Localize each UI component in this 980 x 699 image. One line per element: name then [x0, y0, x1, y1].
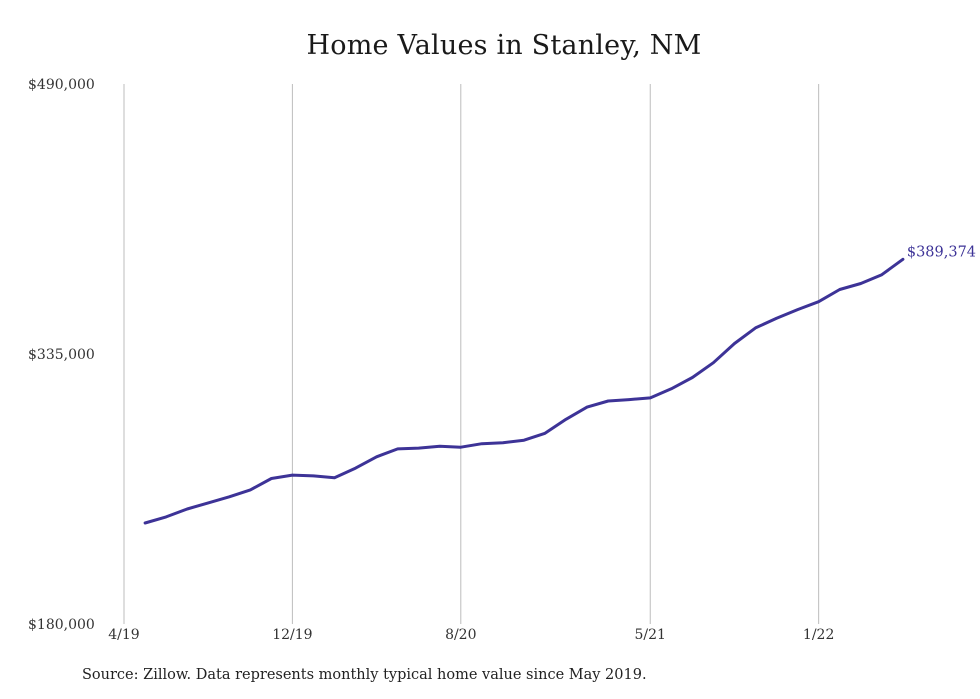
data-point	[607, 399, 610, 403]
data-point	[249, 488, 252, 492]
data-point	[333, 476, 336, 479]
data-point	[501, 441, 505, 444]
series-layer: $389,374	[143, 244, 976, 525]
data-point	[522, 439, 526, 442]
data-point	[396, 447, 399, 451]
y-tick-label: $335,000	[28, 347, 95, 363]
home-value-line	[143, 257, 905, 525]
y-tick-label: $490,000	[28, 77, 95, 93]
data-point	[649, 396, 652, 400]
data-point	[796, 308, 799, 311]
y-tick-label: $180,000	[28, 617, 95, 633]
data-point	[691, 376, 694, 379]
data-point	[628, 398, 631, 401]
data-point	[354, 466, 357, 470]
data-point	[670, 387, 673, 390]
data-point	[186, 507, 189, 511]
data-point	[459, 446, 462, 449]
x-tick-label: 8/20	[445, 627, 476, 643]
data-point	[817, 300, 820, 303]
data-point	[207, 501, 210, 505]
data-point	[901, 258, 905, 261]
data-point	[291, 473, 294, 477]
x-tick-label: 4/19	[108, 627, 139, 643]
chart-title: Home Values in Stanley, NM	[306, 30, 702, 61]
data-point	[543, 432, 547, 435]
x-tick-label: 12/19	[272, 627, 312, 643]
source-note: Source: Zillow. Data represents monthly …	[82, 667, 647, 683]
data-point	[375, 455, 378, 458]
data-point	[143, 521, 147, 525]
data-point	[585, 405, 589, 409]
data-point	[775, 317, 778, 320]
data-point	[312, 474, 315, 478]
x-axis-labels: 4/19 12/19 8/20 5/21 1/22	[108, 627, 834, 643]
data-point	[838, 288, 841, 291]
data-point	[438, 445, 441, 448]
data-point	[228, 495, 231, 498]
x-tick-label: 1/22	[803, 627, 834, 643]
data-point	[754, 326, 757, 330]
gridlines	[123, 84, 820, 624]
data-point	[880, 273, 883, 276]
data-point	[164, 515, 168, 519]
data-point	[859, 282, 862, 285]
data-point	[564, 418, 568, 421]
data-point	[733, 342, 736, 345]
data-point	[712, 361, 715, 364]
data-point	[480, 442, 484, 445]
x-tick-label: 5/21	[635, 627, 666, 643]
end-value-label: $389,374	[907, 244, 976, 260]
data-point	[417, 446, 420, 450]
data-point	[270, 477, 273, 480]
y-axis-labels: $180,000 $335,000 $490,000	[28, 77, 95, 633]
